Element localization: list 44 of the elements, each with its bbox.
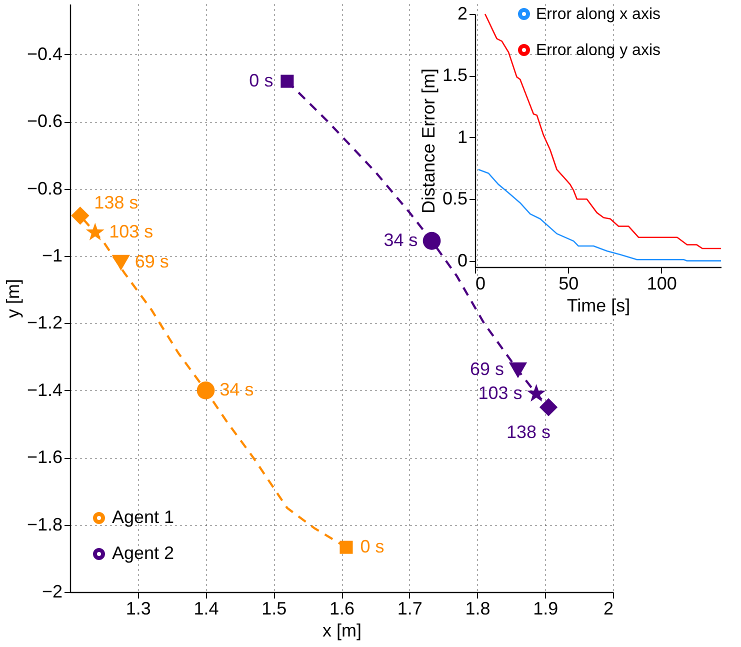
y-tick-label: −1.8	[26, 514, 62, 534]
y-tick-label: −1.6	[26, 447, 62, 468]
y-tick-label: −0.6	[26, 111, 62, 132]
legend-label: Agent 2	[112, 543, 174, 563]
legend-label: Error along x axis	[536, 6, 660, 23]
y-tick-label: −1.4	[26, 380, 62, 400]
x-tick-label: 1.7	[397, 598, 422, 618]
annotation: 138 s	[506, 422, 551, 442]
legend-label: Agent 1	[112, 507, 174, 527]
y-tick-label: −2	[42, 582, 62, 602]
x-tick-label: 1.5	[262, 598, 287, 618]
x-tick-label: 1.9	[533, 598, 558, 618]
x-tick-label: 50	[558, 274, 579, 294]
y-tick-label: −0.8	[26, 178, 62, 198]
line-series	[478, 168, 722, 262]
x-tick-label: 2	[603, 598, 614, 618]
x-axis-title: Time [s]	[566, 296, 630, 316]
y-tick-label: −0.4	[26, 44, 62, 64]
annotation: 138 s	[94, 192, 138, 213]
x-tick-label: 1.6	[329, 598, 355, 618]
annotation: 0 s	[249, 70, 274, 90]
annotation: 103 s	[478, 382, 522, 403]
x-tick-label: 100	[646, 274, 677, 294]
y-tick-label: −1	[42, 246, 62, 266]
annotation: 69 s	[470, 359, 504, 380]
annotation: 69 s	[134, 252, 169, 272]
y-tick-label: 0	[457, 250, 468, 270]
y-tick-label: 1.5	[442, 65, 468, 86]
y-tick-label: −1.2	[26, 312, 62, 333]
annotation: 34 s	[220, 379, 254, 400]
x-tick-label: 0	[476, 274, 486, 294]
x-tick-label: 1.3	[126, 598, 151, 618]
x-tick-label: 1.8	[465, 598, 490, 618]
legend-label: Error along y axis	[536, 42, 660, 59]
y-tick-label: 0.5	[442, 188, 468, 209]
annotation: 34 s	[384, 230, 418, 250]
x-axis-title: x [m]	[322, 620, 362, 640]
y-tick-label: 1	[457, 126, 468, 147]
y-axis-title: Distance Error [m]	[418, 68, 438, 214]
y-axis-title: y [m]	[2, 279, 23, 318]
annotation: 0 s	[360, 536, 384, 556]
annotation: 103 s	[109, 221, 154, 242]
y-tick-label: 2	[457, 4, 468, 24]
x-tick-label: 1.4	[194, 598, 219, 618]
